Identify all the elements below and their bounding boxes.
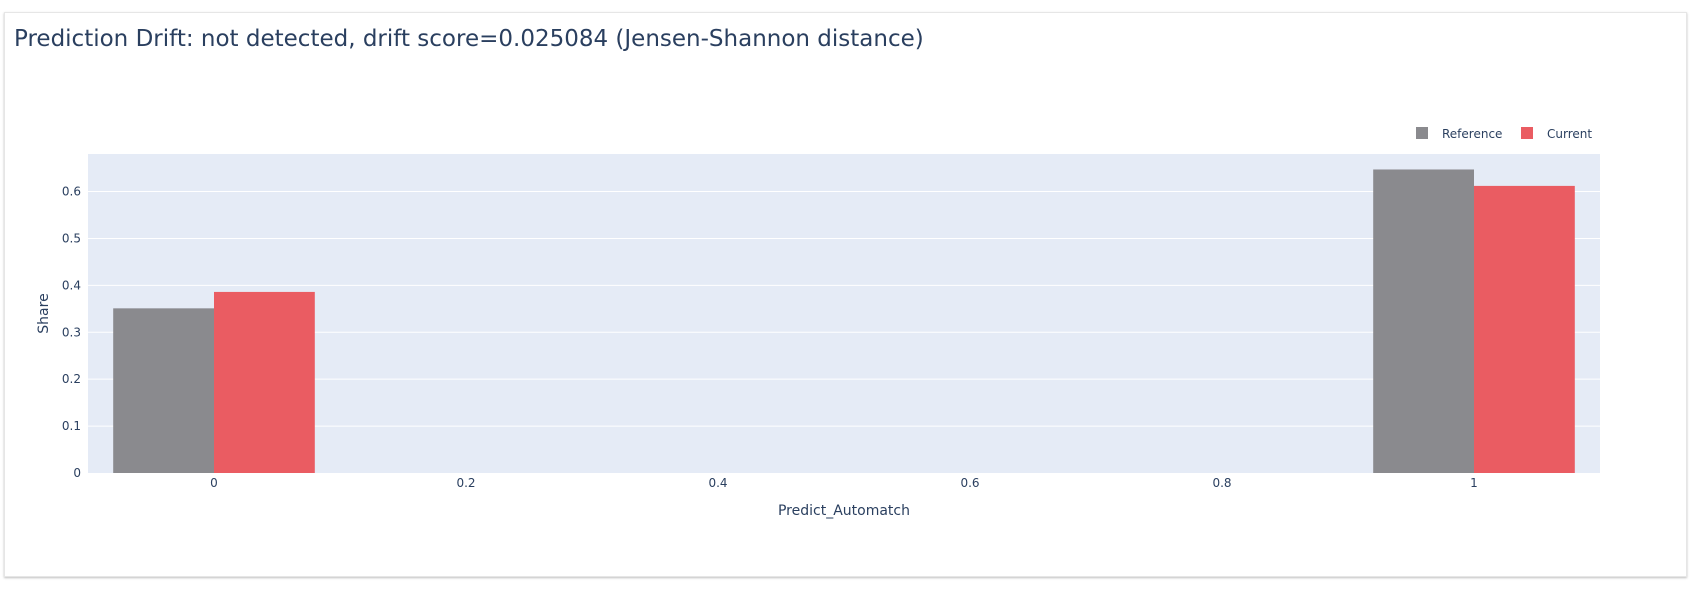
x-axis-ticks: 0 0.2 0.4 0.6 0.8 1	[210, 476, 1478, 490]
bar-reference[interactable]	[113, 308, 214, 473]
y-tick-label: 0.1	[62, 419, 81, 433]
bar-reference[interactable]	[1373, 169, 1474, 473]
x-tick-label: 0.4	[708, 476, 727, 490]
legend-label-current[interactable]: Current	[1547, 127, 1592, 141]
x-tick-label: 0.8	[1212, 476, 1231, 490]
chart-title: Prediction Drift: not detected, drift sc…	[14, 26, 924, 52]
grid-lines	[88, 191, 1600, 427]
x-tick-label: 0.6	[960, 476, 979, 490]
y-tick-label: 0.4	[62, 278, 81, 292]
plot-area	[88, 154, 1600, 473]
x-axis-title: Predict_Automatch	[778, 503, 910, 519]
y-tick-label: 0.6	[62, 185, 81, 199]
legend-swatch-current[interactable]	[1521, 127, 1533, 139]
y-tick-label: 0	[73, 466, 81, 480]
y-tick-label: 0.3	[62, 325, 81, 339]
y-tick-label: 0.5	[62, 231, 81, 245]
legend: Reference Current	[1416, 127, 1592, 141]
x-tick-label: 0	[210, 476, 218, 490]
bar-current[interactable]	[214, 291, 315, 473]
bars-group	[113, 169, 1575, 473]
legend-label-reference[interactable]: Reference	[1442, 127, 1502, 141]
y-tick-label: 0.2	[62, 372, 81, 386]
y-axis-title: Share	[36, 293, 52, 333]
bar-current[interactable]	[1474, 185, 1575, 473]
x-tick-label: 1	[1470, 476, 1478, 490]
y-axis-ticks: 0 0.1 0.2 0.3 0.4 0.5 0.6	[62, 185, 81, 480]
legend-swatch-reference[interactable]	[1416, 127, 1428, 139]
x-tick-label: 0.2	[456, 476, 475, 490]
